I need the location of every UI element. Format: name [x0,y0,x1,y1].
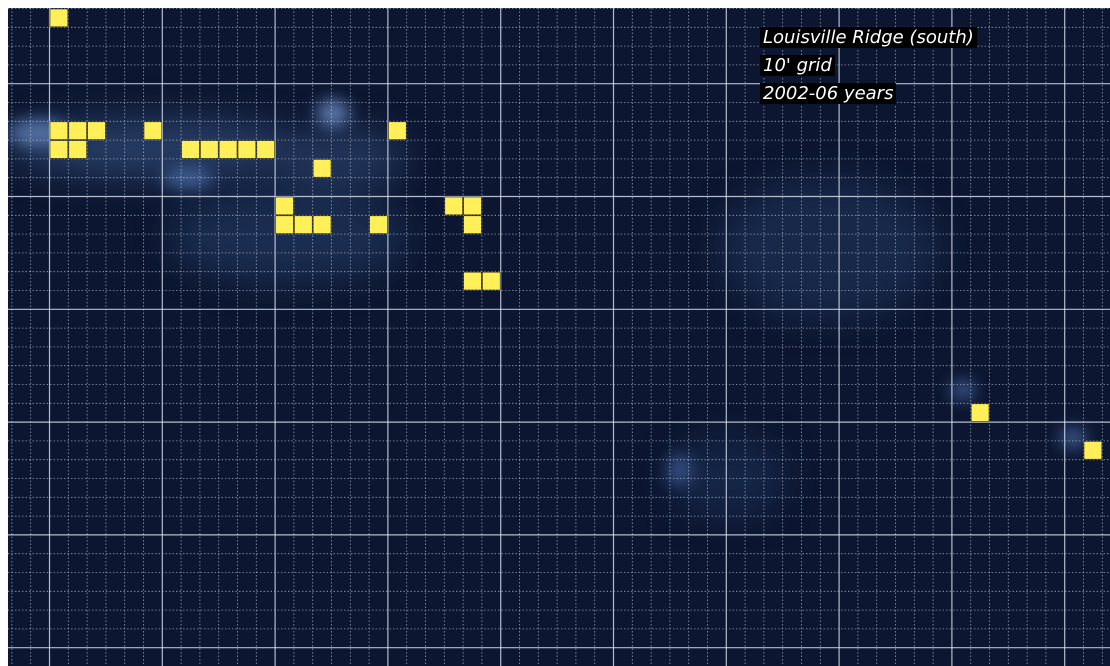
occupied-cell [49,8,69,28]
occupied-cell [388,121,407,140]
legend-years: 2002-06 years [760,83,897,104]
occupied-cell [482,271,501,291]
occupied-cell [143,121,163,140]
occupied-cell [463,271,482,291]
legend-grid-resolution: 10' grid [760,55,835,76]
occupied-cell [218,140,238,159]
map-legend: Louisville Ridge (south) 10' grid 2002-0… [760,24,977,108]
occupied-cell [49,140,69,159]
occupied-cell [68,121,87,140]
occupied-cell [181,140,200,159]
occupied-cell [237,140,257,159]
occupied-cell [444,196,463,216]
occupied-cell [1083,441,1103,460]
occupied-cell [294,215,313,234]
occupied-cell [87,121,106,140]
coordinate-grid [8,8,1110,666]
occupied-cell [369,215,388,234]
occupied-cell [49,121,69,140]
occupied-cell [312,159,332,178]
occurrence-cells [49,8,1103,460]
occupied-cell [275,196,294,216]
occupied-cell [68,140,87,159]
occupied-cell [256,140,275,159]
occupied-cell [970,403,990,422]
occupied-cell [200,140,219,159]
occupied-cell [312,215,332,234]
occupied-cell [275,215,294,234]
occupied-cell [463,196,482,216]
map-canvas: Louisville Ridge (south) 10' grid 2002-0… [8,8,1110,666]
occupied-cell [463,215,482,234]
legend-title: Louisville Ridge (south) [760,27,977,48]
